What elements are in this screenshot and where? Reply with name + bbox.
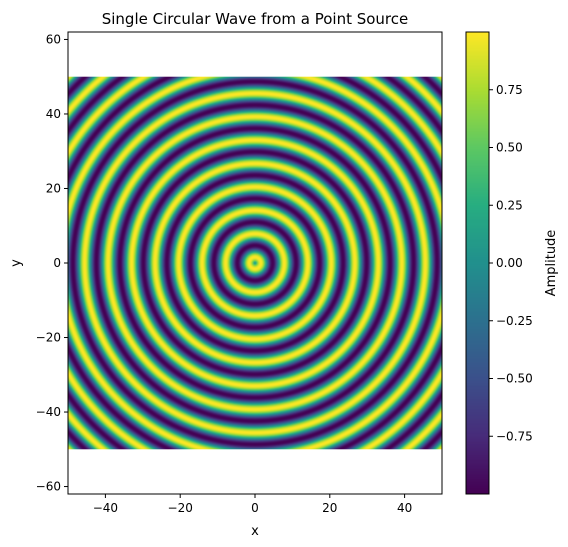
y-tick-label: 20 [46,181,61,195]
y-tick-label: 60 [46,32,61,46]
x-tick-label: 40 [397,501,412,515]
x-axis-label: x [251,524,259,539]
colorbar-tick-label: 0.75 [496,83,523,97]
y-axis-ticks: −60 −40 −20 0 20 40 60 [36,32,68,494]
colorbar-tick-label: 0.00 [496,256,523,270]
colorbar-label: Amplitude [544,230,559,297]
chart-title: Single Circular Wave from a Point Source [102,10,409,28]
y-axis-label: y [9,259,24,267]
colorbar-tick-label: 0.25 [496,198,523,212]
colorbar-ticks: −0.75 −0.50 −0.25 0.00 0.25 0.50 0.75 [489,83,533,443]
y-tick-label: −40 [36,405,61,419]
x-tick-label: −40 [93,501,118,515]
x-tick-label: 20 [322,501,337,515]
colorbar-tick-label: −0.50 [496,372,533,386]
colorbar-tick-label: −0.75 [496,429,533,443]
colorbar-gradient [466,32,489,494]
x-tick-label: −20 [168,501,193,515]
x-tick-label: 0 [251,501,259,515]
wave-heatmap [68,76,442,450]
y-tick-label: −60 [36,480,61,494]
colorbar-tick-label: 0.50 [496,141,523,155]
y-tick-label: 40 [46,107,61,121]
x-axis-ticks: −40 −20 0 20 40 [93,494,412,515]
y-tick-label: 0 [53,256,61,270]
colorbar-tick-label: −0.25 [496,314,533,328]
y-tick-label: −20 [36,331,61,345]
